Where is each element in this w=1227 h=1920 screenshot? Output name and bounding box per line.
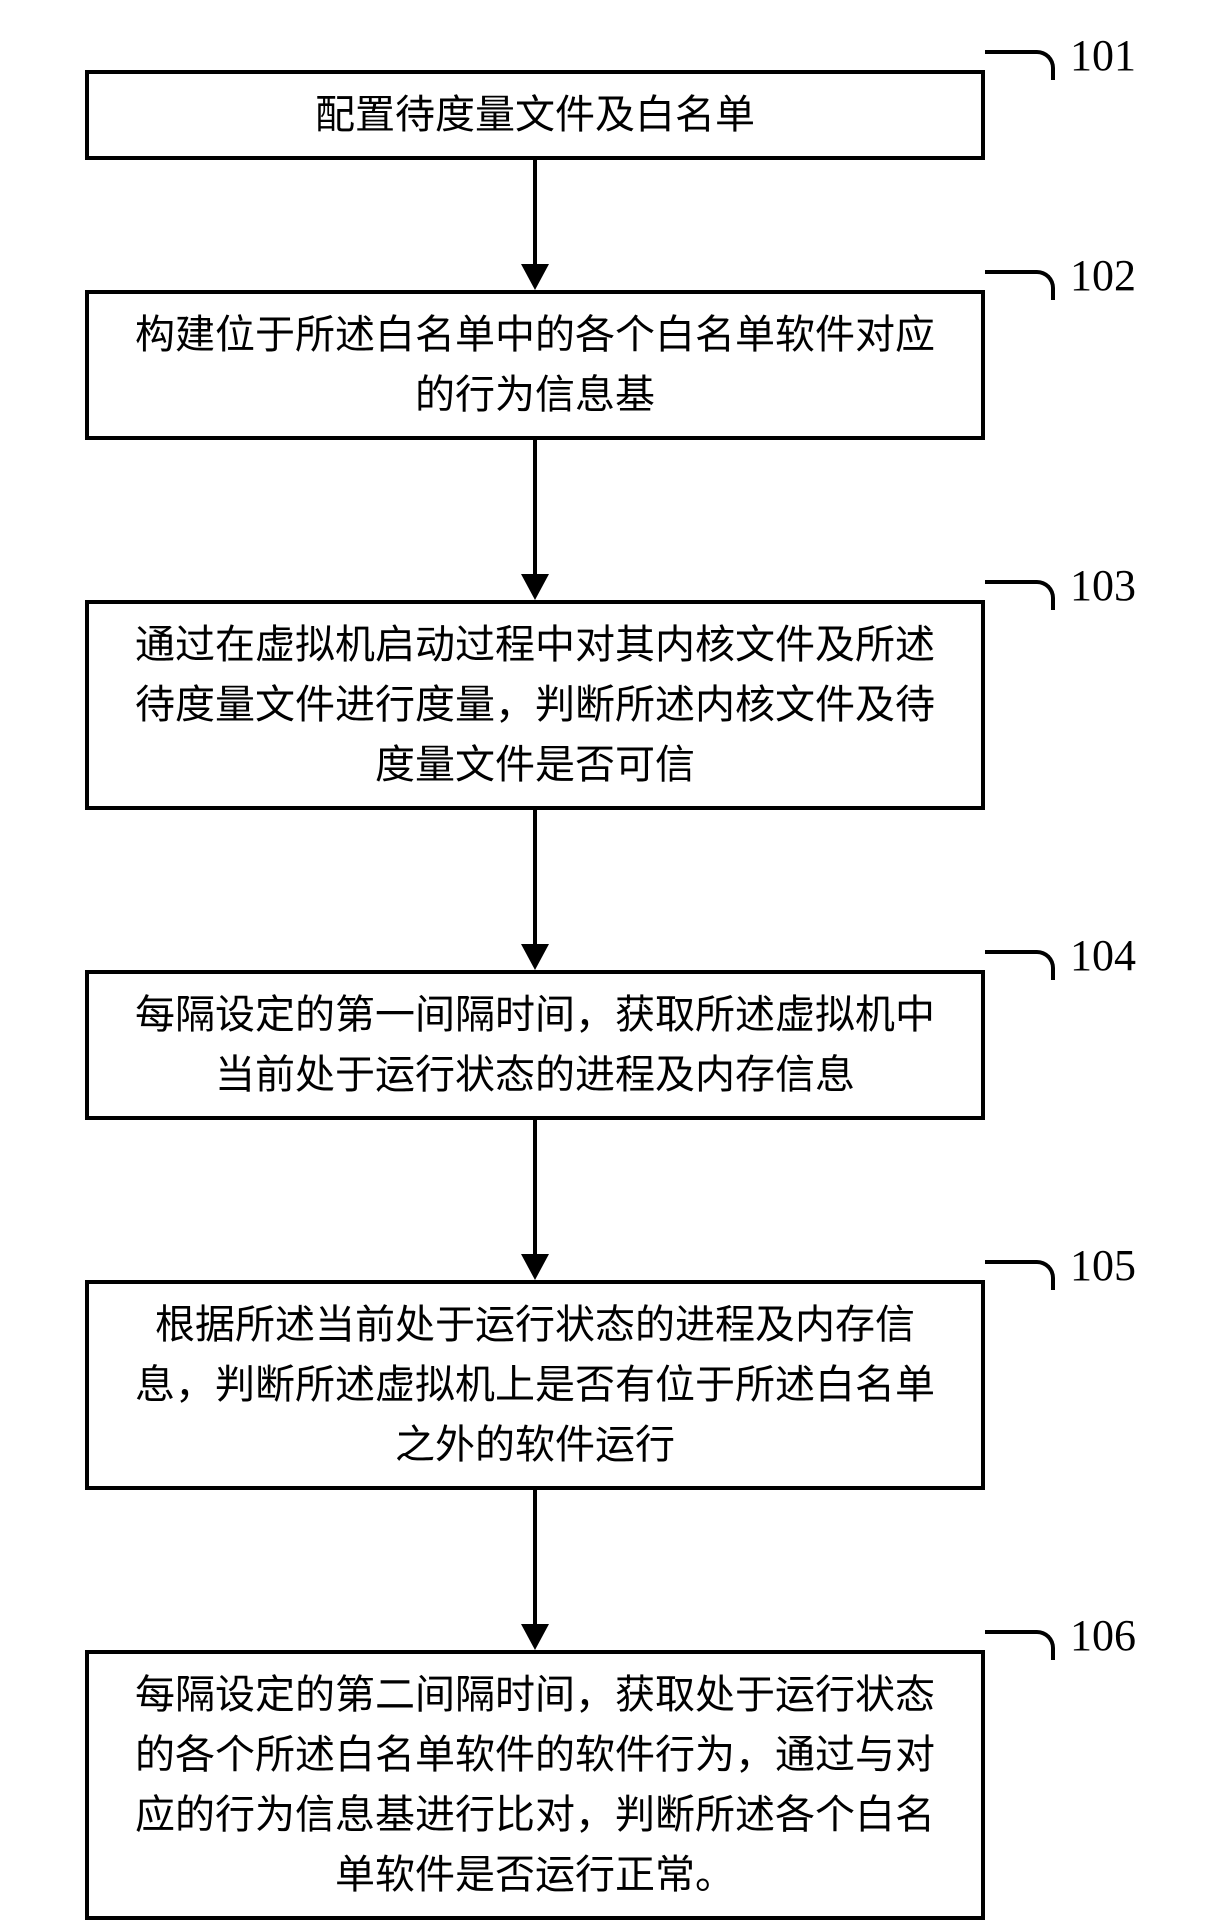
label-bracket	[985, 950, 1055, 980]
arrow-head	[521, 944, 549, 970]
node-text: 配置待度量文件及白名单	[315, 85, 755, 145]
node-text: 每隔设定的第二间隔时间，获取处于运行状态的各个所述白名单软件的软件行为，通过与对…	[119, 1665, 951, 1905]
node-text: 通过在虚拟机启动过程中对其内核文件及所述待度量文件进行度量，判断所述内核文件及待…	[119, 615, 951, 795]
label-bracket	[985, 50, 1055, 80]
flowchart-node: 每隔设定的第二间隔时间，获取处于运行状态的各个所述白名单软件的软件行为，通过与对…	[85, 1650, 985, 1920]
flowchart-node: 通过在虚拟机启动过程中对其内核文件及所述待度量文件进行度量，判断所述内核文件及待…	[85, 600, 985, 810]
arrow-line	[533, 1120, 537, 1254]
node-label: 101	[1070, 30, 1136, 81]
node-text: 构建位于所述白名单中的各个白名单软件对应的行为信息基	[119, 305, 951, 425]
node-label: 102	[1070, 250, 1136, 301]
label-bracket	[985, 270, 1055, 300]
arrow-head	[521, 1254, 549, 1280]
arrow-head	[521, 264, 549, 290]
arrow-head	[521, 574, 549, 600]
arrow-line	[533, 440, 537, 574]
flowchart-node: 每隔设定的第一间隔时间，获取所述虚拟机中当前处于运行状态的进程及内存信息	[85, 970, 985, 1120]
arrow-line	[533, 810, 537, 944]
node-text: 根据所述当前处于运行状态的进程及内存信息，判断所述虚拟机上是否有位于所述白名单之…	[119, 1295, 951, 1475]
arrow-line	[533, 1490, 537, 1624]
label-bracket	[985, 1630, 1055, 1660]
node-label: 103	[1070, 560, 1136, 611]
label-bracket	[985, 580, 1055, 610]
arrow-line	[533, 160, 537, 264]
node-text: 每隔设定的第一间隔时间，获取所述虚拟机中当前处于运行状态的进程及内存信息	[119, 985, 951, 1105]
node-label: 104	[1070, 930, 1136, 981]
arrow-head	[521, 1624, 549, 1650]
label-bracket	[985, 1260, 1055, 1290]
flowchart-node: 根据所述当前处于运行状态的进程及内存信息，判断所述虚拟机上是否有位于所述白名单之…	[85, 1280, 985, 1490]
flowchart-node: 配置待度量文件及白名单	[85, 70, 985, 160]
flowchart-node: 构建位于所述白名单中的各个白名单软件对应的行为信息基	[85, 290, 985, 440]
node-label: 105	[1070, 1240, 1136, 1291]
node-label: 106	[1070, 1610, 1136, 1661]
